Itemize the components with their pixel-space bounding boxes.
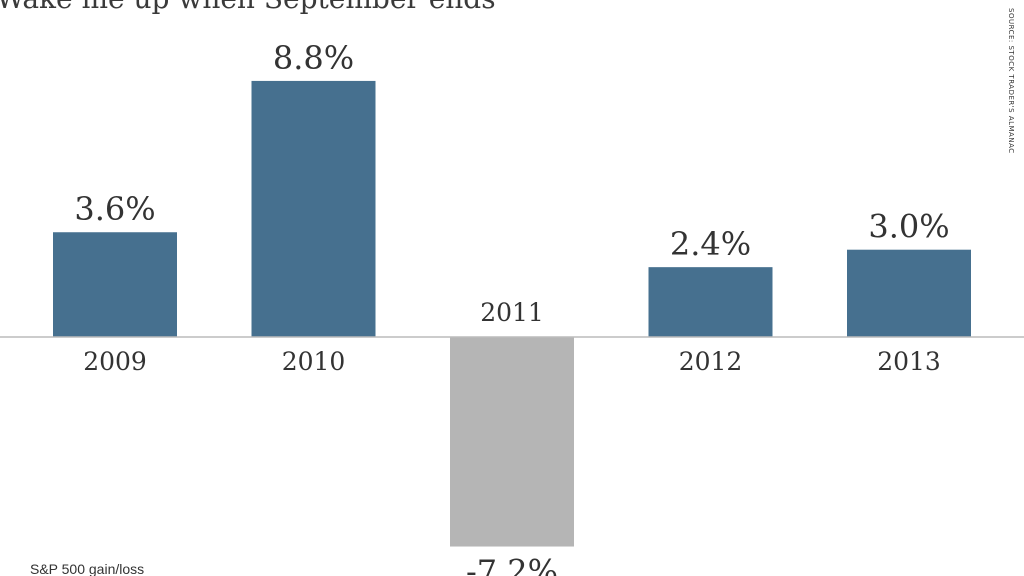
- bar-2011: [450, 337, 574, 547]
- chart-title: Wake me up when September ends: [0, 0, 496, 15]
- category-label-2011: 2011: [480, 298, 544, 327]
- value-label-2013: 3.0%: [868, 208, 949, 246]
- value-label-2011: -7.2%: [466, 553, 558, 576]
- y-axis-label: S&P 500 gain/loss: [30, 561, 145, 576]
- bar-2012: [648, 267, 773, 337]
- bars-layer: [53, 80, 971, 547]
- labels-layer: 3.6% 2009 8.8% 2010 -7.2% 2011 2.4% 2012 3.0% 201…: [74, 39, 949, 576]
- bar-2013: [847, 249, 971, 337]
- category-label-2010: 2010: [282, 347, 346, 376]
- bar-2010: [251, 80, 376, 338]
- category-label-2012: 2012: [679, 347, 743, 376]
- bar-2009: [53, 232, 177, 337]
- source-note: SOURCE: STOCK TRADER'S ALMANAC: [1007, 8, 1015, 154]
- category-label-2013: 2013: [877, 347, 941, 376]
- value-label-2012: 2.4%: [670, 225, 751, 263]
- value-label-2010: 8.8%: [273, 39, 354, 77]
- category-label-2009: 2009: [83, 347, 147, 376]
- value-label-2009: 3.6%: [74, 190, 155, 228]
